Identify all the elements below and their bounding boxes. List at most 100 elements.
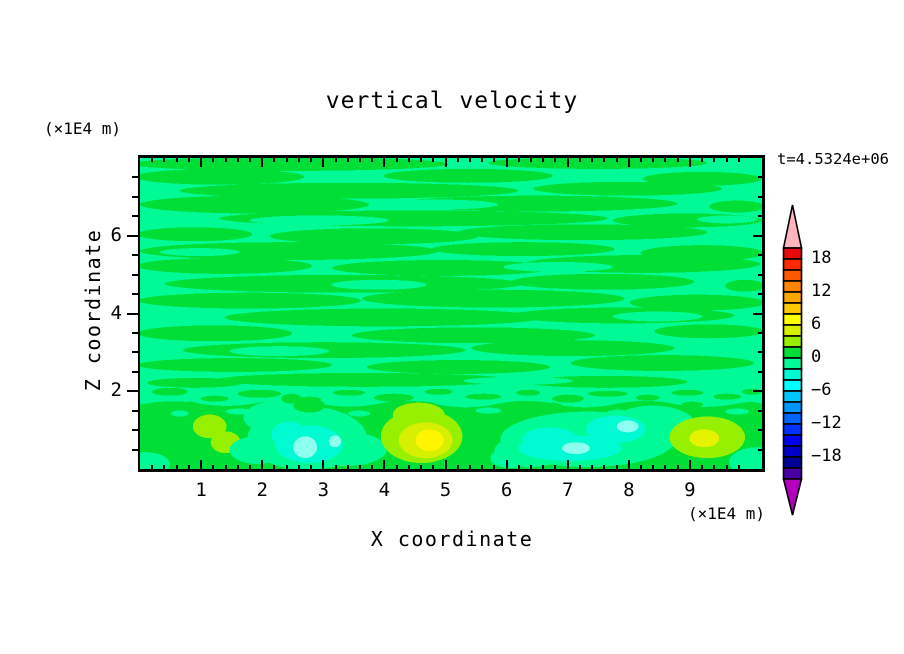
x-tick-label: 6 — [500, 479, 513, 501]
timestamp-label: t=4.5324e+06 — [777, 150, 889, 168]
x-minor-tick-top — [481, 158, 484, 162]
x-minor-tick — [640, 465, 643, 469]
x-minor-tick-top — [542, 158, 545, 162]
z-major-tick — [127, 234, 138, 237]
x-minor-tick — [468, 465, 471, 469]
z-major-tick — [127, 390, 138, 393]
colorbar-under-arrow — [782, 478, 803, 516]
speckle — [151, 387, 188, 396]
colorbar-box — [782, 401, 803, 414]
colorbar-box — [782, 434, 803, 447]
x-minor-tick — [652, 465, 655, 469]
speckle — [635, 394, 660, 401]
x-minor-tick — [236, 465, 239, 469]
x-major-tick-top — [627, 158, 630, 167]
x-minor-tick — [591, 465, 594, 469]
colorbar-box — [782, 247, 803, 260]
colorbar-box — [782, 346, 803, 359]
x-minor-tick-top — [248, 158, 251, 162]
spring-streak — [697, 215, 758, 224]
spring-streak — [249, 215, 389, 226]
x-minor-tick — [224, 465, 227, 469]
green-streak — [224, 308, 544, 327]
x-minor-tick — [285, 465, 288, 469]
x-minor-tick — [358, 465, 361, 469]
x-minor-tick — [346, 465, 349, 469]
x-minor-tick — [420, 465, 423, 469]
spring-streak — [378, 199, 499, 210]
z-minor-tick-right — [758, 409, 762, 412]
x-minor-tick-top — [591, 158, 594, 162]
z-minor-tick-right — [758, 176, 762, 179]
x-minor-tick-top — [640, 158, 643, 162]
x-minor-tick — [187, 465, 190, 469]
z-minor-tick — [132, 176, 138, 179]
speckle — [333, 389, 365, 396]
z-tick-label: 6 — [110, 223, 122, 246]
z-minor-tick-right — [758, 195, 762, 198]
x-minor-tick — [542, 465, 545, 469]
colorbar-box — [782, 467, 803, 480]
spring-streak — [612, 311, 703, 322]
colorbar-tick-label: 6 — [811, 314, 822, 334]
speckle — [200, 395, 229, 402]
x-major-tick-top — [566, 158, 569, 167]
x-major-tick — [505, 460, 508, 469]
x-minor-tick-top — [456, 158, 459, 162]
x-minor-tick-top — [224, 158, 227, 162]
x-minor-tick-top — [371, 158, 374, 162]
green-streak — [179, 182, 519, 199]
convective-blobs — [140, 393, 762, 469]
x-minor-tick-top — [578, 158, 581, 162]
z-major-tick — [127, 312, 138, 315]
x-tick-label: 7 — [561, 479, 574, 501]
z-minor-tick-right — [758, 331, 762, 334]
spring-streak — [229, 346, 330, 357]
green-streak — [709, 200, 762, 213]
green-streak — [140, 227, 253, 242]
colorbar-box — [782, 313, 803, 326]
contour-field — [140, 158, 762, 469]
x-minor-tick-top — [395, 158, 398, 162]
x-tick-label: 8 — [623, 479, 635, 501]
x-axis-title: X coordinate — [370, 527, 534, 551]
x-minor-tick-top — [493, 158, 496, 162]
x-minor-tick — [578, 465, 581, 469]
z-major-tick-right — [753, 390, 762, 393]
z-minor-tick-right — [758, 215, 762, 218]
x-minor-tick-top — [297, 158, 300, 162]
colorbar-box — [782, 302, 803, 315]
speckle — [170, 410, 189, 417]
colorbar-box — [782, 280, 803, 293]
colorbar-box — [782, 357, 803, 370]
x-minor-tick — [725, 465, 728, 469]
x-minor-tick-top — [603, 158, 606, 162]
x-major-tick-top — [261, 158, 264, 167]
x-minor-tick-top — [530, 158, 533, 162]
z-tick-label: 2 — [110, 379, 122, 402]
speckle — [713, 393, 742, 400]
z-minor-tick-right — [758, 351, 762, 354]
x-minor-tick — [212, 465, 215, 469]
green-streak — [361, 289, 625, 308]
colorbar — [782, 204, 803, 516]
x-minor-tick — [395, 465, 398, 469]
colorbar-tick-label: 12 — [811, 281, 832, 301]
green-streak — [725, 279, 762, 292]
green-streak — [140, 325, 293, 342]
spring-streak — [159, 248, 240, 257]
x-major-tick — [627, 460, 630, 469]
x-minor-tick-top — [310, 158, 313, 162]
x-major-tick — [688, 460, 691, 469]
x-minor-tick — [615, 465, 618, 469]
colorbar-box — [782, 445, 803, 458]
x-minor-tick — [175, 465, 178, 469]
green-streak — [140, 168, 305, 185]
colorbar-over-arrow — [782, 204, 803, 249]
x-minor-tick — [481, 465, 484, 469]
x-tick-label: 9 — [684, 479, 696, 501]
speckle — [347, 410, 370, 417]
x-major-tick-top — [444, 158, 447, 167]
z-minor-tick — [132, 254, 138, 257]
z-minor-tick — [132, 293, 138, 296]
